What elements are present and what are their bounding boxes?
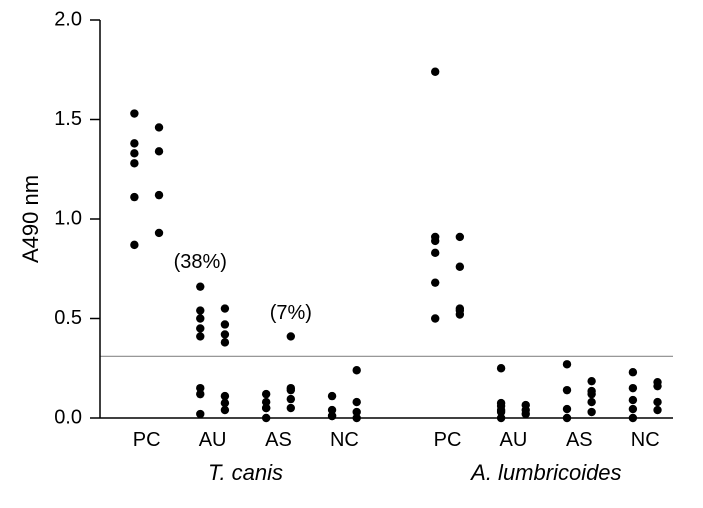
x-category-label: AU <box>199 429 227 451</box>
annotation: (38%) <box>174 251 227 273</box>
data-point <box>155 229 163 237</box>
data-point <box>431 314 439 322</box>
data-point <box>353 414 361 422</box>
data-point <box>653 382 661 390</box>
y-tick-label: 1.0 <box>54 207 82 229</box>
data-point <box>563 360 571 368</box>
data-point <box>456 263 464 271</box>
annotation: (7%) <box>270 302 312 324</box>
data-point <box>563 405 571 413</box>
data-point <box>287 395 295 403</box>
data-point <box>196 314 204 322</box>
data-point <box>629 396 637 404</box>
y-axis-label: A490 nm <box>18 175 43 263</box>
data-point <box>130 149 138 157</box>
x-category-label: NC <box>631 429 660 451</box>
y-tick-label: 0.0 <box>54 406 82 428</box>
data-point <box>196 390 204 398</box>
data-point <box>262 404 270 412</box>
data-point <box>497 414 505 422</box>
x-group-label: A. lumbricoides <box>469 460 621 485</box>
data-point <box>497 364 505 372</box>
data-point <box>431 249 439 257</box>
data-point <box>196 410 204 418</box>
data-point <box>431 278 439 286</box>
data-point <box>328 392 336 400</box>
data-point <box>155 191 163 199</box>
data-point <box>497 399 505 407</box>
data-point <box>130 193 138 201</box>
data-point <box>287 404 295 412</box>
x-category-label: AU <box>500 429 528 451</box>
data-point <box>130 159 138 167</box>
data-point <box>262 390 270 398</box>
data-point <box>587 377 595 385</box>
data-point <box>353 398 361 406</box>
data-point <box>653 398 661 406</box>
data-point <box>629 368 637 376</box>
data-point <box>629 414 637 422</box>
data-point <box>221 330 229 338</box>
data-point <box>196 282 204 290</box>
data-point <box>431 237 439 245</box>
data-point <box>522 410 530 418</box>
data-point <box>353 366 361 374</box>
data-point <box>287 332 295 340</box>
y-tick-label: 2.0 <box>54 8 82 30</box>
data-point <box>196 306 204 314</box>
data-point <box>221 304 229 312</box>
data-point <box>196 324 204 332</box>
data-point <box>587 408 595 416</box>
data-point <box>262 414 270 422</box>
data-point <box>130 139 138 147</box>
x-category-label: AS <box>265 429 292 451</box>
data-point <box>130 241 138 249</box>
x-category-label: PC <box>133 429 161 451</box>
data-point <box>629 384 637 392</box>
data-point <box>456 233 464 241</box>
data-point <box>221 338 229 346</box>
data-point <box>431 68 439 76</box>
data-point <box>328 412 336 420</box>
data-point <box>563 414 571 422</box>
data-point <box>563 386 571 394</box>
x-category-label: AS <box>566 429 593 451</box>
x-category-label: PC <box>434 429 462 451</box>
data-point <box>287 386 295 394</box>
data-point <box>221 320 229 328</box>
data-point <box>130 109 138 117</box>
data-point <box>587 390 595 398</box>
y-tick-label: 0.5 <box>54 307 82 329</box>
x-category-label: NC <box>330 429 359 451</box>
data-point <box>155 123 163 131</box>
data-point <box>196 332 204 340</box>
data-point <box>629 405 637 413</box>
data-point <box>155 147 163 155</box>
data-point <box>653 406 661 414</box>
data-point <box>456 306 464 314</box>
y-tick-label: 1.5 <box>54 108 82 130</box>
data-point <box>221 406 229 414</box>
data-point <box>587 398 595 406</box>
x-group-label: T. canis <box>208 460 283 485</box>
